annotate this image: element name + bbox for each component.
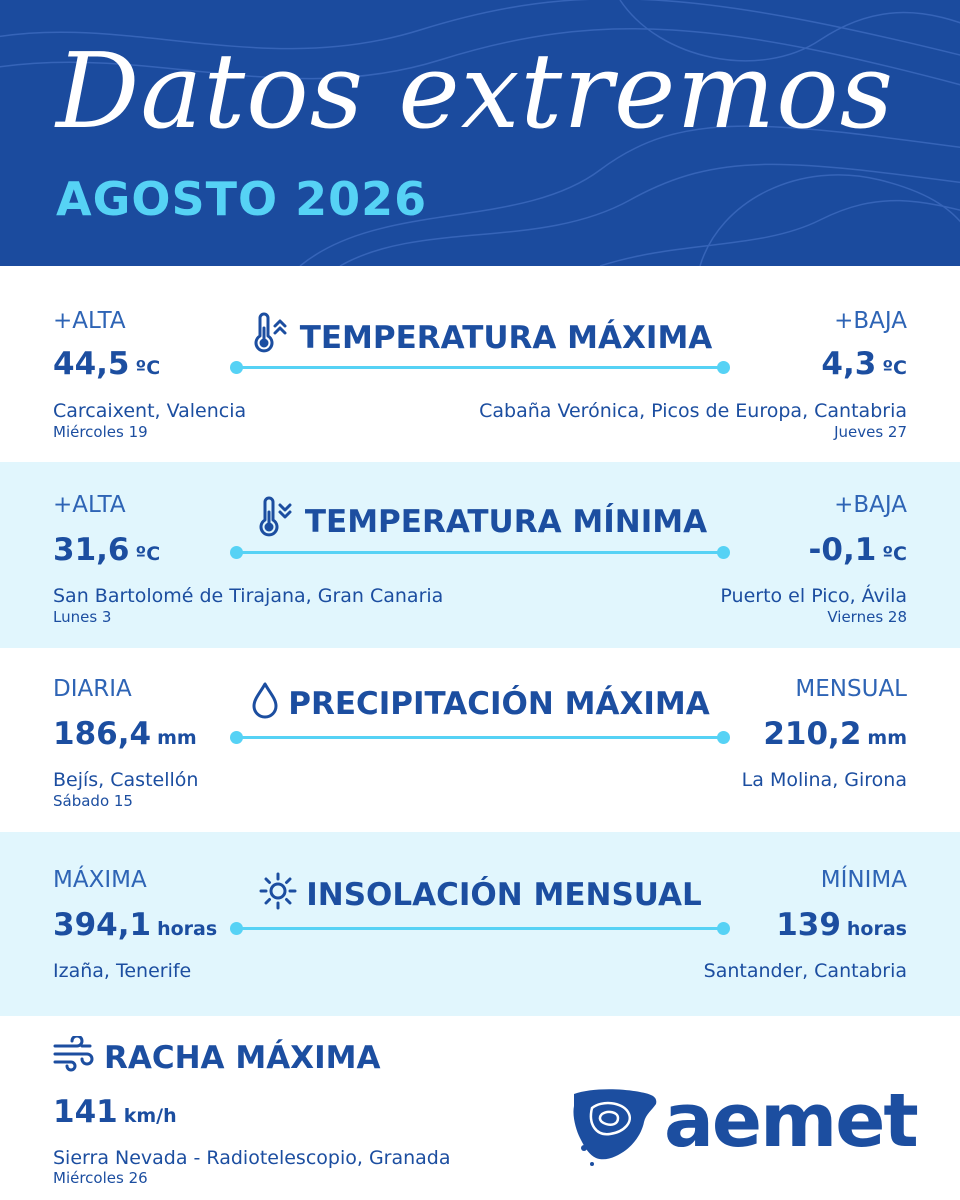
precip-right-place: La Molina, Girona xyxy=(741,769,907,791)
temp-max-right-value: 4,3 ºC xyxy=(821,346,907,382)
temp-min-title: TEMPERATURA MÍNIMA xyxy=(0,496,960,548)
temp-max-left-label: +ALTA xyxy=(53,308,126,334)
sun-right-place: Santander, Cantabria xyxy=(703,960,907,982)
wind-date: Miércoles 26 xyxy=(53,1169,148,1187)
value-unit: ºC xyxy=(135,357,161,379)
range-line xyxy=(230,922,730,935)
header-banner: Datos extremos AGOSTO 2026 xyxy=(0,0,960,266)
value-number: 139 xyxy=(776,907,841,943)
value-unit: ºC xyxy=(882,543,907,565)
section-temperatura-maxima: +ALTA 44,5 ºC Carcaixent, Valencia Miérco… xyxy=(0,266,960,462)
range-line xyxy=(230,546,730,559)
water-drop-icon xyxy=(250,680,280,728)
wind-place: Sierra Nevada - Radiotelescopio, Granada xyxy=(53,1147,451,1169)
value-unit: horas xyxy=(846,918,907,940)
value-number: 141 xyxy=(53,1094,118,1130)
value-unit: horas xyxy=(157,918,218,940)
section-title-text: INSOLACIÓN MENSUAL xyxy=(306,877,702,913)
page-title: Datos extremos xyxy=(56,30,895,152)
iberian-peninsula-map-icon xyxy=(573,1089,657,1166)
temp-min-right-date: Viernes 28 xyxy=(827,608,907,626)
value-number: 186,4 xyxy=(53,716,152,752)
value-unit: ºC xyxy=(135,543,161,565)
temp-max-left-place: Carcaixent, Valencia xyxy=(53,400,247,422)
wind-icon xyxy=(52,1034,94,1080)
section-insolacion-mensual: MÁXIMA 394,1 horas Izaña, Tenerife INSOLA… xyxy=(0,832,960,1016)
sun-left-label: MÁXIMA xyxy=(53,867,147,893)
precip-left-place: Bejís, Castellón xyxy=(53,769,199,791)
temp-max-right-date: Jueves 27 xyxy=(834,423,907,441)
value-number: 210,2 xyxy=(763,716,862,752)
precip-title: PRECIPITACIÓN MÁXIMA xyxy=(0,680,960,728)
aemet-logo: aemet xyxy=(570,1078,919,1166)
precip-right-label: MENSUAL xyxy=(795,676,907,702)
value-unit: ºC xyxy=(882,357,907,379)
contour-lines-decoration xyxy=(0,0,960,266)
temp-min-left-label: +ALTA xyxy=(53,492,126,518)
aemet-logo-text: aemet xyxy=(664,1078,919,1164)
temp-min-right-value: -0,1 ºC xyxy=(809,532,907,568)
sun-icon xyxy=(258,871,298,919)
wind-title: RACHA MÁXIMA xyxy=(52,1034,381,1080)
section-title-text: TEMPERATURA MÍNIMA xyxy=(304,504,708,540)
thermometer-up-icon xyxy=(248,312,292,364)
temp-max-right-label: +BAJA xyxy=(834,308,907,334)
range-line xyxy=(230,731,730,744)
value-number: 4,3 xyxy=(821,346,877,382)
temp-max-left-date: Miércoles 19 xyxy=(53,423,148,441)
section-title-text: TEMPERATURA MÁXIMA xyxy=(299,320,713,356)
sun-left-value: 394,1 horas xyxy=(53,907,217,943)
precip-left-label: DIARIA xyxy=(53,676,132,702)
temp-max-title: TEMPERATURA MÁXIMA xyxy=(0,312,960,364)
sun-title: INSOLACIÓN MENSUAL xyxy=(0,871,960,919)
sun-right-label: MÍNIMA xyxy=(820,867,907,893)
temp-min-left-date: Lunes 3 xyxy=(53,608,112,626)
section-title-text: RACHA MÁXIMA xyxy=(104,1040,381,1076)
value-unit: km/h xyxy=(123,1105,177,1127)
temp-min-left-value: 31,6 ºC xyxy=(53,532,160,568)
sun-right-value: 139 horas xyxy=(776,907,907,943)
value-number: 31,6 xyxy=(53,532,130,568)
temp-max-left-value: 44,5 ºC xyxy=(53,346,160,382)
precip-right-value: 210,2 mm xyxy=(763,716,907,752)
sun-left-place: Izaña, Tenerife xyxy=(53,960,192,982)
temp-min-left-place: San Bartolomé de Tirajana, Gran Canaria xyxy=(53,585,444,607)
temp-max-right-place: Cabaña Verónica, Picos de Europa, Cantab… xyxy=(479,400,907,422)
section-title-text: PRECIPITACIÓN MÁXIMA xyxy=(288,686,710,722)
section-temperatura-minima: +ALTA 31,6 ºC San Bartolomé de Tirajana, … xyxy=(0,462,960,648)
value-number: 44,5 xyxy=(53,346,130,382)
value-number: -0,1 xyxy=(808,532,877,568)
value-unit: mm xyxy=(867,727,907,749)
wind-value: 141 km/h xyxy=(53,1094,177,1130)
value-number: 394,1 xyxy=(53,907,152,943)
precip-left-date: Sábado 15 xyxy=(53,792,133,810)
section-precipitacion-maxima: DIARIA 186,4 mm Bejís, Castellón Sábado 1… xyxy=(0,648,960,832)
precip-left-value: 186,4 mm xyxy=(53,716,197,752)
temp-min-right-label: +BAJA xyxy=(834,492,907,518)
temp-min-right-place: Puerto el Pico, Ávila xyxy=(720,585,907,607)
value-unit: mm xyxy=(157,727,197,749)
range-line xyxy=(230,361,730,374)
page-subtitle: AGOSTO 2026 xyxy=(56,172,428,226)
thermometer-down-icon xyxy=(253,496,297,548)
